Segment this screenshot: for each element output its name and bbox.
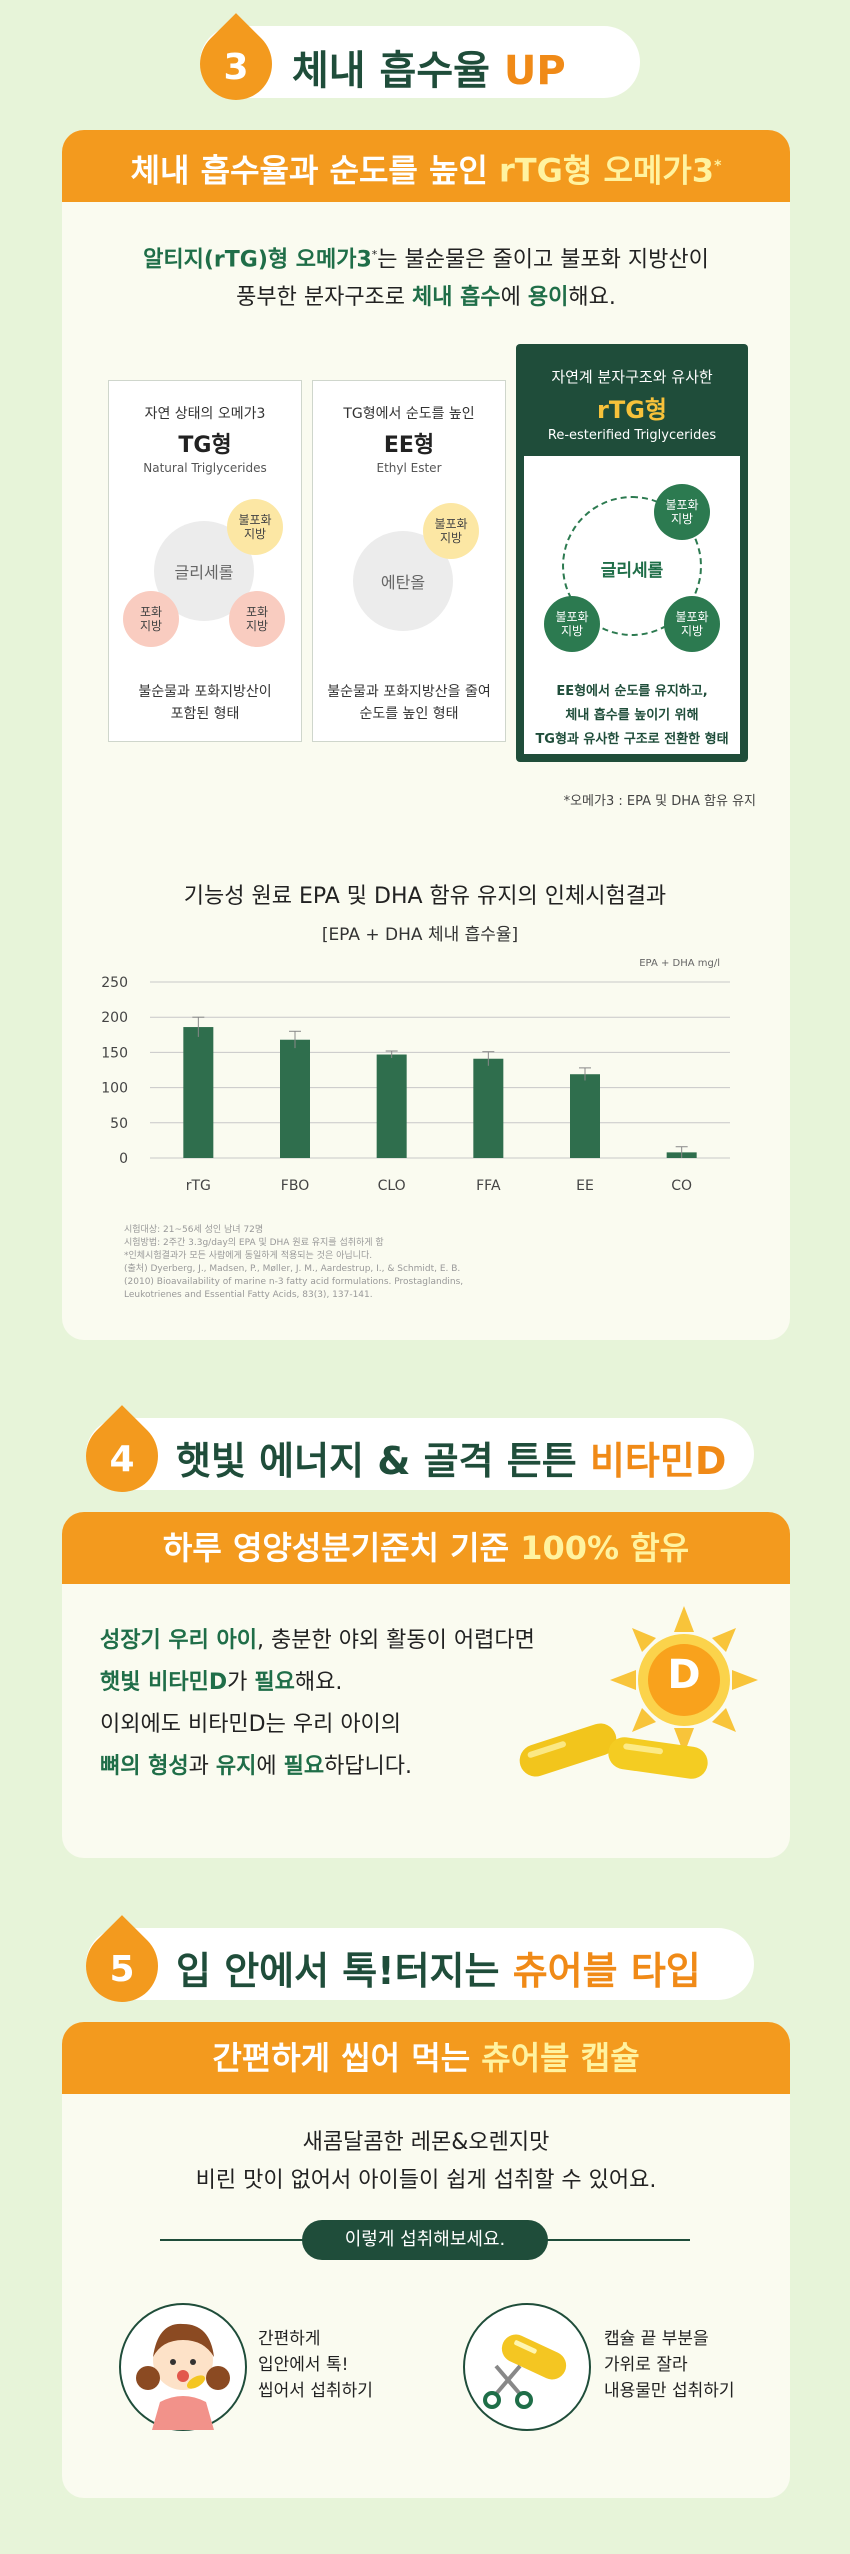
y-tick-label: 0	[119, 1151, 128, 1167]
ee-english: Ethyl Ester	[376, 461, 442, 475]
way2-text: 캡슐 끝 부분을 가위로 잘라 내용물만 섭취하기	[604, 2329, 735, 2401]
saturated-fat-circle: 포화 지방	[229, 591, 285, 647]
rtg-title: rTG형	[597, 396, 667, 424]
bar	[570, 1074, 600, 1158]
chart-title: [EPA + DHA 체내 흡수율]	[322, 925, 518, 945]
section4-number: 4	[109, 1439, 135, 1480]
ee-caption: 불순물과 포화지방산을 줄여 순도를 높인 형태	[327, 684, 491, 722]
ee-title: EE형	[383, 433, 435, 458]
child-illustration	[119, 2303, 247, 2431]
section5-title: 입 안에서 톡!터지는 츄어블 타입	[176, 1949, 701, 1993]
rtg-caption: EE형에서 순도를 유지하고, 체내 흡수를 높이기 위해 TG형과 유사한 구조로…	[535, 684, 729, 747]
y-tick-label: 150	[101, 1045, 128, 1061]
section4-title: 햇빛 에너지 & 골격 튼튼 비타민D	[176, 1439, 727, 1483]
section5-number: 5	[109, 1949, 135, 1990]
ee-subtitle: TG형에서 순도를 높인	[343, 406, 475, 422]
unsaturated-fat-circle: 불포화 지방	[654, 484, 710, 540]
way1-text: 간편하게 입안에서 톡! 씹어서 섭취하기	[258, 2329, 373, 2401]
glycerol-label: 글리세롤	[600, 561, 664, 581]
tg-type-box: 자연 상태의 오메가3 TG형 Natural Triglycerides 글리…	[108, 380, 302, 742]
unsaturated-fat-circle: 불포화 지방	[227, 499, 283, 555]
omega3-footnote: *오메가3 : EPA 및 DHA 함유 유지	[563, 794, 756, 809]
unsaturated-fat-circle: 불포화 지방	[544, 596, 600, 652]
section4-bar-title: 하루 영양성분기준치 기준 100% 함유	[62, 1512, 790, 1584]
bar	[473, 1058, 504, 1158]
tg-title: TG형	[178, 433, 232, 458]
section5-intro: 새콤달콤한 레몬&오렌지맛 비린 맛이 없어서 아이들이 쉽게 섭취할 수 있어…	[195, 2130, 657, 2193]
x-tick-label: FBO	[281, 1178, 309, 1194]
section4-text: 성장기 우리 아이, 충분한 야외 활동이 어렵다면 햇빛 비타민D가 필요해요…	[100, 1628, 535, 1779]
unsaturated-fat-circle: 불포화 지방	[664, 596, 720, 652]
glycerol-dashed-ring	[562, 496, 702, 636]
tg-english: Natural Triglycerides	[143, 461, 267, 475]
x-tick-label: FFA	[476, 1178, 501, 1194]
absorption-bar-chart: [EPA + DHA 체내 흡수율] EPA + DHA mg/l 250 200 15…	[101, 925, 730, 1194]
y-tick-label: 100	[101, 1081, 128, 1097]
x-tick-label: CO	[671, 1178, 692, 1194]
tg-caption: 불순물과 포화지방산이 포함된 형태	[138, 684, 272, 722]
x-tick-label: EE	[576, 1178, 594, 1194]
x-tick-label: CLO	[378, 1178, 406, 1194]
saturated-fat-circle: 포화 지방	[123, 591, 179, 647]
howto-pill: 이렇게 섭취해보세요.	[302, 2220, 548, 2260]
y-tick-label: 50	[110, 1116, 128, 1132]
section5-bar-title: 간편하게 씹어 먹는 츄어블 캡슐	[62, 2022, 790, 2094]
y-tick-label: 200	[101, 1010, 128, 1026]
bar	[376, 1054, 407, 1158]
bar	[280, 1039, 310, 1158]
unsaturated-fat-circle: 불포화 지방	[423, 503, 479, 559]
vitamin-d-letter: D	[667, 1652, 701, 1698]
scissors-capsule-illustration	[463, 2303, 591, 2431]
rtg-english: Re-esterified Triglycerides	[547, 428, 717, 443]
rtg-inner-panel: 글리세롤 불포화 지방 불포화 지방 불포화 지방 EE형에서 순도를 유지하고…	[524, 456, 740, 754]
section3-number: 3	[223, 47, 249, 88]
tg-subtitle: 자연 상태의 오메가3	[144, 406, 266, 422]
section4-header	[86, 1418, 754, 1490]
vitamin-d-sun-icon	[519, 1606, 758, 1779]
x-tick-label: rTG	[186, 1178, 211, 1194]
y-tick-label: 250	[101, 975, 128, 991]
references: 시험대상: 21~56세 성인 남녀 72명 시험방법: 2주간 3.3g/day…	[124, 1225, 464, 1300]
rtg-subtitle: 자연계 분자구조와 유사한	[551, 368, 713, 386]
chart-heading: 기능성 원료 EPA 및 DHA 함유 유지의 인체시험결과	[183, 884, 667, 909]
section3-title: 체내 흡수율 UP	[292, 48, 566, 94]
section3-intro: 알티지(rTG)형 오메가3*는 불순물은 줄이고 불포화 지방산이 풍부한 분…	[143, 247, 709, 311]
section5-header	[86, 1928, 754, 2000]
bar	[183, 1027, 214, 1158]
rtg-type-box: 자연계 분자구조와 유사한 rTG형 Re-esterified Triglyc…	[516, 344, 748, 762]
section3-bar-title: 체내 흡수율과 순도를 높인 rTG형 오메가3*	[62, 130, 790, 202]
section3-header	[200, 26, 640, 98]
ee-type-box: TG형에서 순도를 높인 EE형 Ethyl Ester 에탄올 불포화 지방 …	[312, 380, 506, 742]
chart-unit-label: EPA + DHA mg/l	[639, 958, 720, 969]
